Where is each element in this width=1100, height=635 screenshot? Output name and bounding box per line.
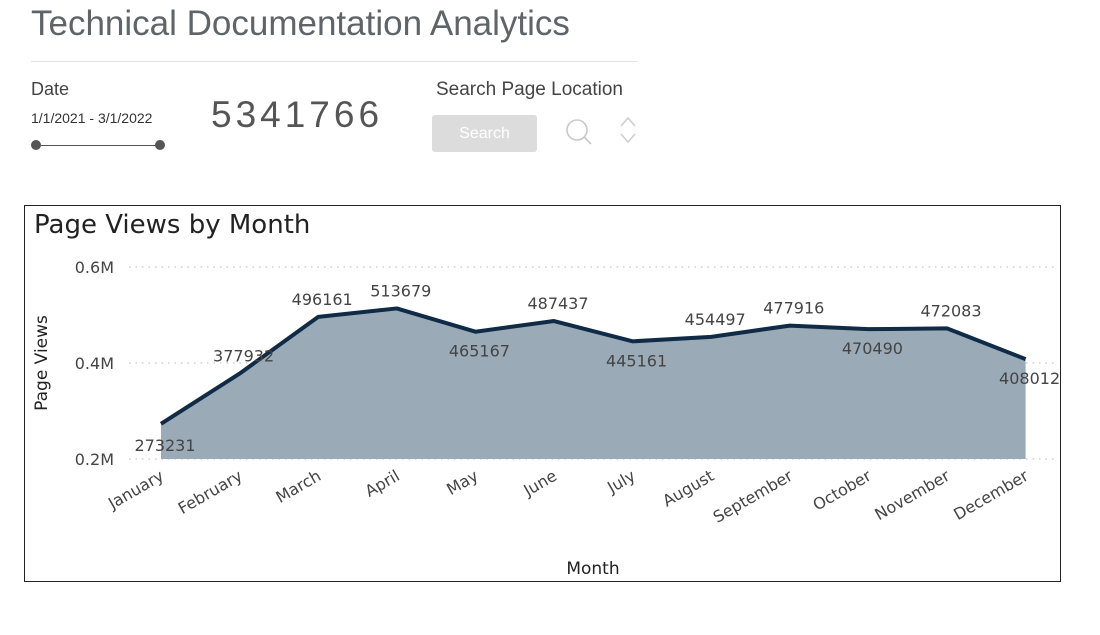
date-slider-track[interactable] [36,145,160,146]
sort-chevron-icon[interactable] [617,112,639,148]
data-label: 496161 [292,290,353,309]
date-filter-label: Date [31,79,70,99]
data-label: 472083 [920,301,981,320]
title-divider [31,61,638,62]
search-button[interactable]: Search [432,115,537,152]
data-label: 513679 [370,281,431,300]
x-tick-label: February [175,466,246,518]
data-label: 377932 [213,347,274,366]
date-range-value: 1/1/2021 - 3/1/2022 [31,110,153,126]
x-tick-label: April [362,466,403,501]
data-label: 465167 [449,342,510,361]
date-slider-end-handle[interactable] [155,140,165,150]
page-views-area-chart: 0.2M 0.4M 0.6M 273231 377932 496161 513679 4651… [32,258,1059,579]
data-label: 470490 [842,339,903,358]
x-tick-label: December [950,466,1032,524]
search-page-location-label: Search Page Location [436,79,623,100]
y-tick-label: 0.4M [75,354,114,373]
page-views-chart-card: Page Views by Month 0.2M 0.4M 0.6M 273231 37… [24,205,1061,582]
data-label: 487437 [527,294,588,313]
x-tick-label: August [659,466,717,510]
y-axis-title: Page Views [32,315,52,411]
x-tick-label: June [519,466,560,500]
y-tick-label: 0.2M [75,450,114,469]
chart-title: Page Views by Month [34,210,311,240]
total-page-views-card: 5341766 [211,94,384,135]
x-axis-title: Month [566,559,619,579]
x-tick-label: March [272,466,324,507]
x-tick-label: January [104,466,167,513]
data-label: 454497 [685,310,746,329]
data-label: 273231 [134,436,195,455]
y-tick-label: 0.6M [75,258,114,277]
date-slider-start-handle[interactable] [31,140,41,150]
x-tick-label: September [710,466,796,527]
area-fill [161,308,1026,459]
x-tick-label: May [443,466,481,499]
x-tick-label: October [809,466,874,515]
data-label: 477916 [763,299,824,318]
series-line [159,306,1027,426]
data-label: 408012 [999,369,1059,388]
search-icon[interactable] [565,117,595,147]
data-label: 445161 [606,351,667,370]
x-tick-label: November [871,466,953,524]
x-tick-label: July [603,466,638,497]
page-title: Technical Documentation Analytics [31,4,570,43]
